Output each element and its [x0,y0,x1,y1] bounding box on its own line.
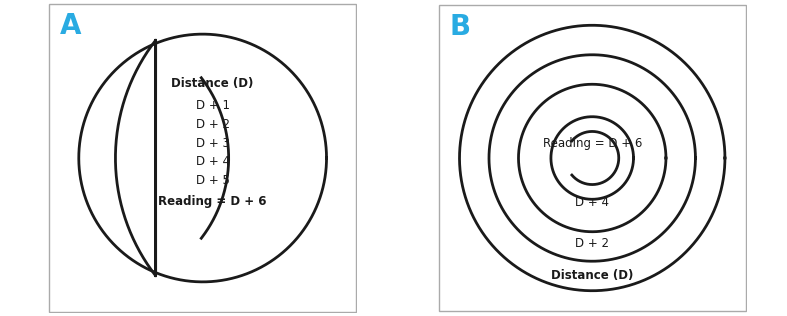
Text: D + 3: D + 3 [196,137,230,150]
Text: D + 1: D + 1 [195,100,230,112]
Text: B: B [449,14,471,41]
Text: A: A [60,12,82,40]
Text: Reading = D + 6: Reading = D + 6 [542,137,642,150]
Text: D + 2: D + 2 [195,118,230,131]
Text: Distance (D): Distance (D) [551,270,634,283]
Text: Reading = D + 6: Reading = D + 6 [158,195,267,208]
Text: D + 5: D + 5 [196,174,230,187]
Text: D + 4: D + 4 [195,155,230,168]
Text: Distance (D): Distance (D) [172,77,253,90]
Text: D + 2: D + 2 [575,237,609,250]
Text: D + 4: D + 4 [575,196,609,209]
